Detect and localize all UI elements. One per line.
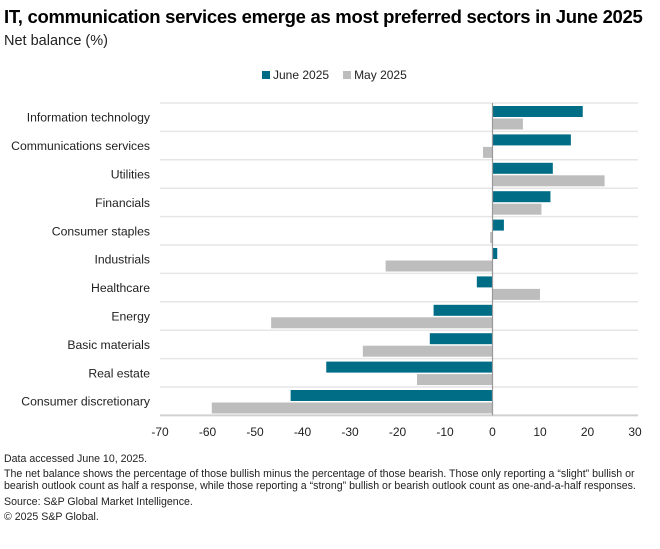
bar-june-communications-services xyxy=(492,134,571,146)
x-tick-label: -60 xyxy=(199,425,217,439)
category-label: Energy xyxy=(111,310,151,324)
category-label: Consumer discretionary xyxy=(21,395,151,409)
legend-label-may: May 2025 xyxy=(354,68,407,82)
bar-may-communications-services xyxy=(483,146,493,158)
bar-june-real-estate xyxy=(326,361,493,373)
bar-june-consumer-discretionary xyxy=(290,390,493,401)
category-label: Basic materials xyxy=(67,338,150,352)
legend-swatch-june xyxy=(262,71,270,79)
x-tick-label: 20 xyxy=(581,425,595,439)
x-tick-label: 10 xyxy=(533,425,547,439)
legend-swatch-may xyxy=(343,71,352,79)
category-label: Communications services xyxy=(11,139,150,153)
bar-may-consumer-staples xyxy=(490,232,493,244)
bar-may-consumer-discretionary xyxy=(211,402,493,414)
bar-may-energy xyxy=(271,317,493,329)
bar-june-healthcare xyxy=(476,276,493,288)
category-label: Information technology xyxy=(27,111,151,125)
legend-item-june: June 2025 xyxy=(262,68,329,82)
note-accessed: Data accessed June 10, 2025. xyxy=(4,453,148,465)
chart-notes: Data accessed June 10, 2025. The net bal… xyxy=(4,453,656,526)
note-methodology: The net balance shows the percentage of … xyxy=(4,468,636,493)
bar-may-financials xyxy=(492,203,542,215)
bar-june-utilities xyxy=(492,162,553,174)
x-tick-label: -40 xyxy=(294,425,312,439)
bar-may-real-estate xyxy=(416,374,493,386)
category-label: Healthcare xyxy=(91,281,150,295)
x-tick-label: -20 xyxy=(389,425,407,439)
category-label: Utilities xyxy=(111,168,150,182)
note-copyright: © 2025 S&P Global. xyxy=(4,510,99,523)
bar-june-energy xyxy=(433,304,493,316)
note-source: Source: S&P Global Market Intelligence. xyxy=(4,495,193,508)
bar-june-consumer-staples xyxy=(492,219,504,231)
x-tick-label: 30 xyxy=(628,425,642,439)
chart-title: IT, communication services emerge as mos… xyxy=(4,6,643,27)
legend: June 2025 May 2025 xyxy=(262,68,407,82)
legend-item-may: May 2025 xyxy=(343,68,407,82)
bar-may-basic-materials xyxy=(362,345,493,357)
x-tick-label: -70 xyxy=(151,425,169,439)
bar-june-financials xyxy=(492,191,551,203)
bar-may-information-technology xyxy=(492,118,523,130)
x-tick-label: -10 xyxy=(436,425,454,439)
bar-may-utilities xyxy=(492,175,605,187)
category-label: Industrials xyxy=(94,253,150,267)
legend-label-june: June 2025 xyxy=(273,68,330,82)
category-label: Financials xyxy=(95,196,150,210)
chart-subtitle: Net balance (%) xyxy=(4,33,108,49)
x-tick-label: 0 xyxy=(489,425,496,439)
bar-may-healthcare xyxy=(492,288,540,300)
category-label: Real estate xyxy=(88,366,150,380)
x-tick-label: -30 xyxy=(341,425,359,439)
bar-june-information-technology xyxy=(492,106,583,117)
bar-may-industrials xyxy=(385,260,493,272)
category-label: Consumer staples xyxy=(52,224,150,238)
x-tick-label: -50 xyxy=(246,425,264,439)
bar-june-industrials xyxy=(492,248,498,259)
bar-june-basic-materials xyxy=(429,333,493,345)
